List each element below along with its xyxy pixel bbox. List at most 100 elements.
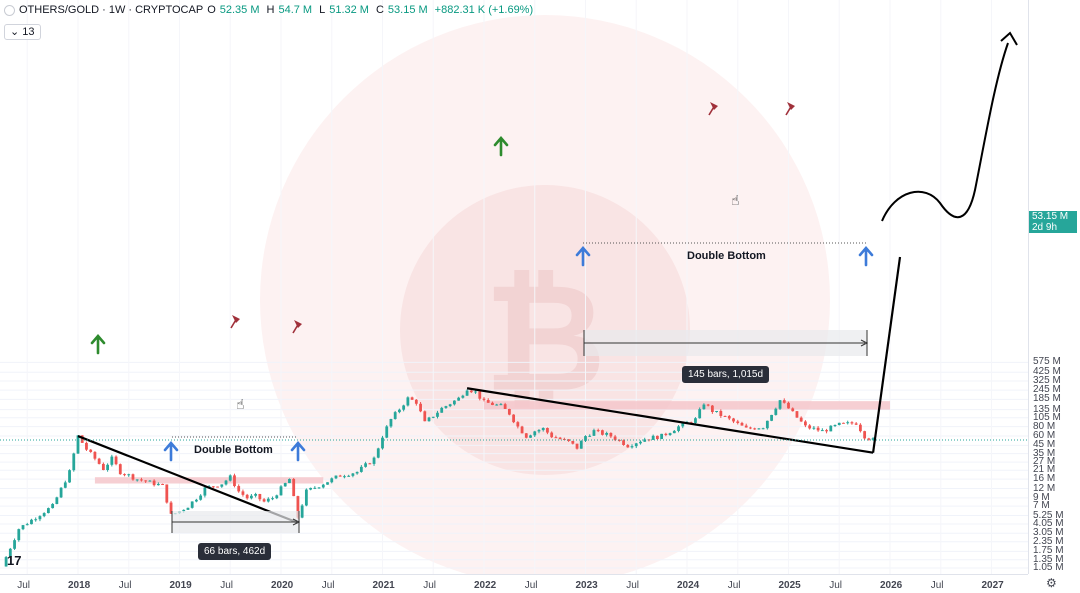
candle-body	[609, 432, 613, 437]
candle-body	[321, 484, 325, 488]
candle-body	[364, 463, 367, 467]
candle-body	[156, 484, 160, 486]
candle-body	[579, 440, 583, 449]
time-tick-label: 2027	[981, 580, 1004, 591]
up-arrow-icon	[90, 334, 106, 355]
measure-arrowhead	[860, 339, 869, 347]
candle-body	[51, 503, 55, 509]
candle-body	[482, 398, 486, 400]
price-tick-label: 45 M	[1033, 439, 1056, 451]
candle-body	[427, 417, 431, 422]
candle-body	[795, 411, 799, 418]
up-arrow-icon	[163, 441, 179, 462]
time-tick-label: 2019	[169, 580, 192, 591]
low-label: L	[319, 4, 326, 16]
symbol-title[interactable]: OTHERS/GOLD · 1W · CRYPTOCAP	[19, 4, 204, 16]
candle-body	[765, 420, 769, 429]
candle-body	[820, 430, 824, 432]
candle-body	[567, 439, 570, 441]
resistance-zones	[94, 401, 890, 484]
drawings: ☝☝	[0, 31, 1028, 533]
candle-body	[867, 438, 871, 440]
candle-body	[622, 440, 625, 446]
indicator-count: 13	[22, 26, 35, 38]
candle-body	[808, 425, 812, 429]
price-tick-label: 27 M	[1033, 456, 1056, 468]
open-value: 52.35 M	[219, 4, 260, 16]
candle-body	[381, 437, 384, 449]
flag-icon	[710, 102, 718, 110]
price-tick-label: 80 M	[1033, 420, 1056, 432]
candle-body	[495, 404, 499, 406]
candle-body	[347, 475, 351, 477]
candle-body	[537, 430, 541, 432]
candle-body	[30, 519, 33, 525]
price-tick-label: 12 M	[1033, 482, 1056, 494]
time-tick-label: 2020	[271, 580, 294, 591]
candle-body	[732, 418, 735, 422]
candle-body	[402, 405, 406, 410]
candle-body	[575, 443, 579, 449]
candle-body	[144, 480, 148, 482]
candle-body	[871, 438, 875, 440]
candle-body	[770, 414, 773, 421]
candle-body	[161, 484, 164, 486]
price-tick-label: 575 M	[1033, 356, 1061, 368]
trendline-extension	[871, 256, 902, 453]
price-tick-label: 105 M	[1033, 411, 1061, 423]
tradingview-logo-icon[interactable]: 17	[7, 553, 22, 568]
candle-body	[241, 491, 245, 495]
price-tick-label: 185 M	[1033, 393, 1061, 405]
candle-body	[203, 487, 207, 496]
candle-body	[292, 479, 296, 497]
candles	[4, 389, 875, 567]
candle-body	[334, 475, 338, 479]
candle-body	[550, 432, 554, 438]
candle-body	[837, 422, 841, 425]
candle-body	[80, 435, 84, 443]
indicators-toggle-button[interactable]: ⌄ 13	[4, 24, 41, 40]
candle-body	[833, 424, 837, 426]
candle-body	[72, 453, 76, 471]
candle-body	[516, 422, 520, 427]
candle-body	[140, 479, 143, 481]
close-label: C	[375, 4, 384, 16]
time-tick-label: 2026	[880, 580, 903, 591]
time-tick-label: Jul	[829, 580, 843, 591]
candle-body	[220, 484, 224, 487]
time-tick-label: Jul	[727, 580, 741, 591]
candle-body	[309, 487, 313, 490]
trendline	[77, 435, 299, 524]
candle-body	[288, 479, 291, 484]
candle-body	[677, 426, 680, 431]
time-tick-label: Jul	[17, 580, 31, 591]
candle-body	[533, 431, 537, 436]
candle-body	[279, 486, 283, 496]
projection-curve	[881, 42, 1009, 222]
candle-body	[118, 464, 122, 475]
price-tick-label: 425 M	[1033, 366, 1061, 378]
double-bottom-right-label: Double Bottom	[687, 250, 766, 262]
price-axis[interactable]: 1.05 M 1.35 M 1.75 M 2.35 M 3.05 M 4.05 M 5.25…	[1028, 0, 1080, 574]
settings-gear-icon[interactable]: ⚙	[1046, 576, 1057, 590]
candle-body	[224, 480, 228, 485]
candle-body	[715, 410, 719, 412]
candle-body	[152, 480, 156, 486]
candle-body	[660, 433, 664, 440]
time-tick-label: Jul	[118, 580, 132, 591]
candle-body	[651, 435, 655, 440]
candle-body	[440, 407, 444, 413]
candle-body	[507, 408, 511, 415]
candle-body	[499, 404, 503, 406]
candle-body	[757, 428, 761, 430]
candle-body	[448, 404, 452, 407]
time-tick-label: 2018	[68, 580, 91, 591]
candle-body	[592, 430, 596, 436]
price-tick-label: 21 M	[1033, 464, 1056, 476]
candle-body	[313, 487, 317, 489]
price-tick-label: 60 M	[1033, 430, 1056, 442]
candle-body	[478, 391, 482, 399]
time-axis[interactable]: Jul 2018 Jul 2019 Jul 2020 Jul 2021 Jul 2022 Jul 20…	[0, 574, 1028, 593]
price-tick-label: 3.05 M	[1033, 527, 1064, 539]
